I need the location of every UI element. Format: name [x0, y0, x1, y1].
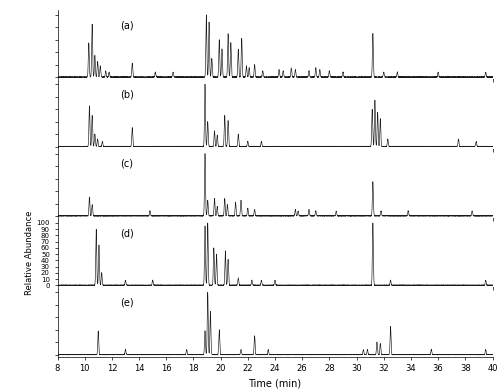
Text: (b): (b) — [120, 90, 134, 100]
Text: (e): (e) — [120, 298, 134, 308]
Text: (d): (d) — [120, 229, 134, 238]
Text: (a): (a) — [120, 20, 134, 30]
Y-axis label: Relative Abundance: Relative Abundance — [24, 211, 34, 295]
X-axis label: Time (min): Time (min) — [248, 379, 302, 389]
Text: (c): (c) — [120, 159, 134, 169]
